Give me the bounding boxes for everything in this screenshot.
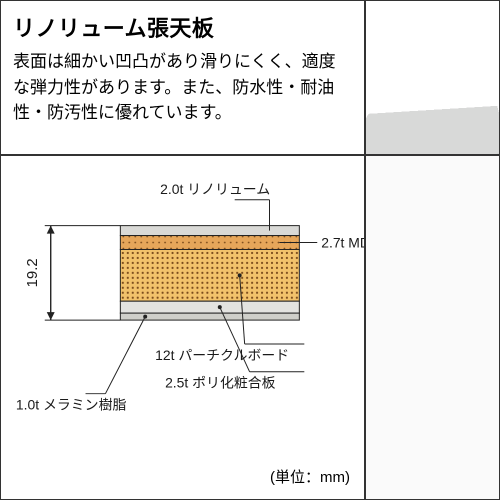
- page-description: 表面は細かい凹凸があり滑りにくく、適度な弾力性があります。また、防水性・耐油性・…: [13, 49, 352, 126]
- dim-total-thickness: 19.2: [25, 258, 41, 287]
- label-lino: 2.0t リノリューム: [160, 181, 270, 197]
- photo-cell: [365, 0, 500, 155]
- header-cell: リノリューム張天板 表面は細かい凹凸があり滑りにくく、適度な弾力性があります。ま…: [0, 0, 365, 155]
- blank-cell: [365, 155, 500, 500]
- label-particle: 12t パーチクルボード: [155, 347, 289, 363]
- diagram-cell: 19.2 2.0t リノリューム 2.7t MDF 12t パーチクルボード 2.5t …: [0, 155, 365, 500]
- label-mdf: 2.7t MDF: [321, 234, 364, 250]
- cross-section-diagram: 19.2 2.0t リノリューム 2.7t MDF 12t パーチクルボード 2.5t …: [1, 156, 364, 499]
- label-melamine: 1.0t メラミン樹脂: [16, 397, 127, 413]
- label-poly: 2.5t ポリ化粧合板: [165, 375, 276, 391]
- board-photo: [365, 106, 500, 155]
- page-title: リノリューム張天板: [13, 11, 352, 43]
- unit-note: (単位：mm): [270, 466, 350, 487]
